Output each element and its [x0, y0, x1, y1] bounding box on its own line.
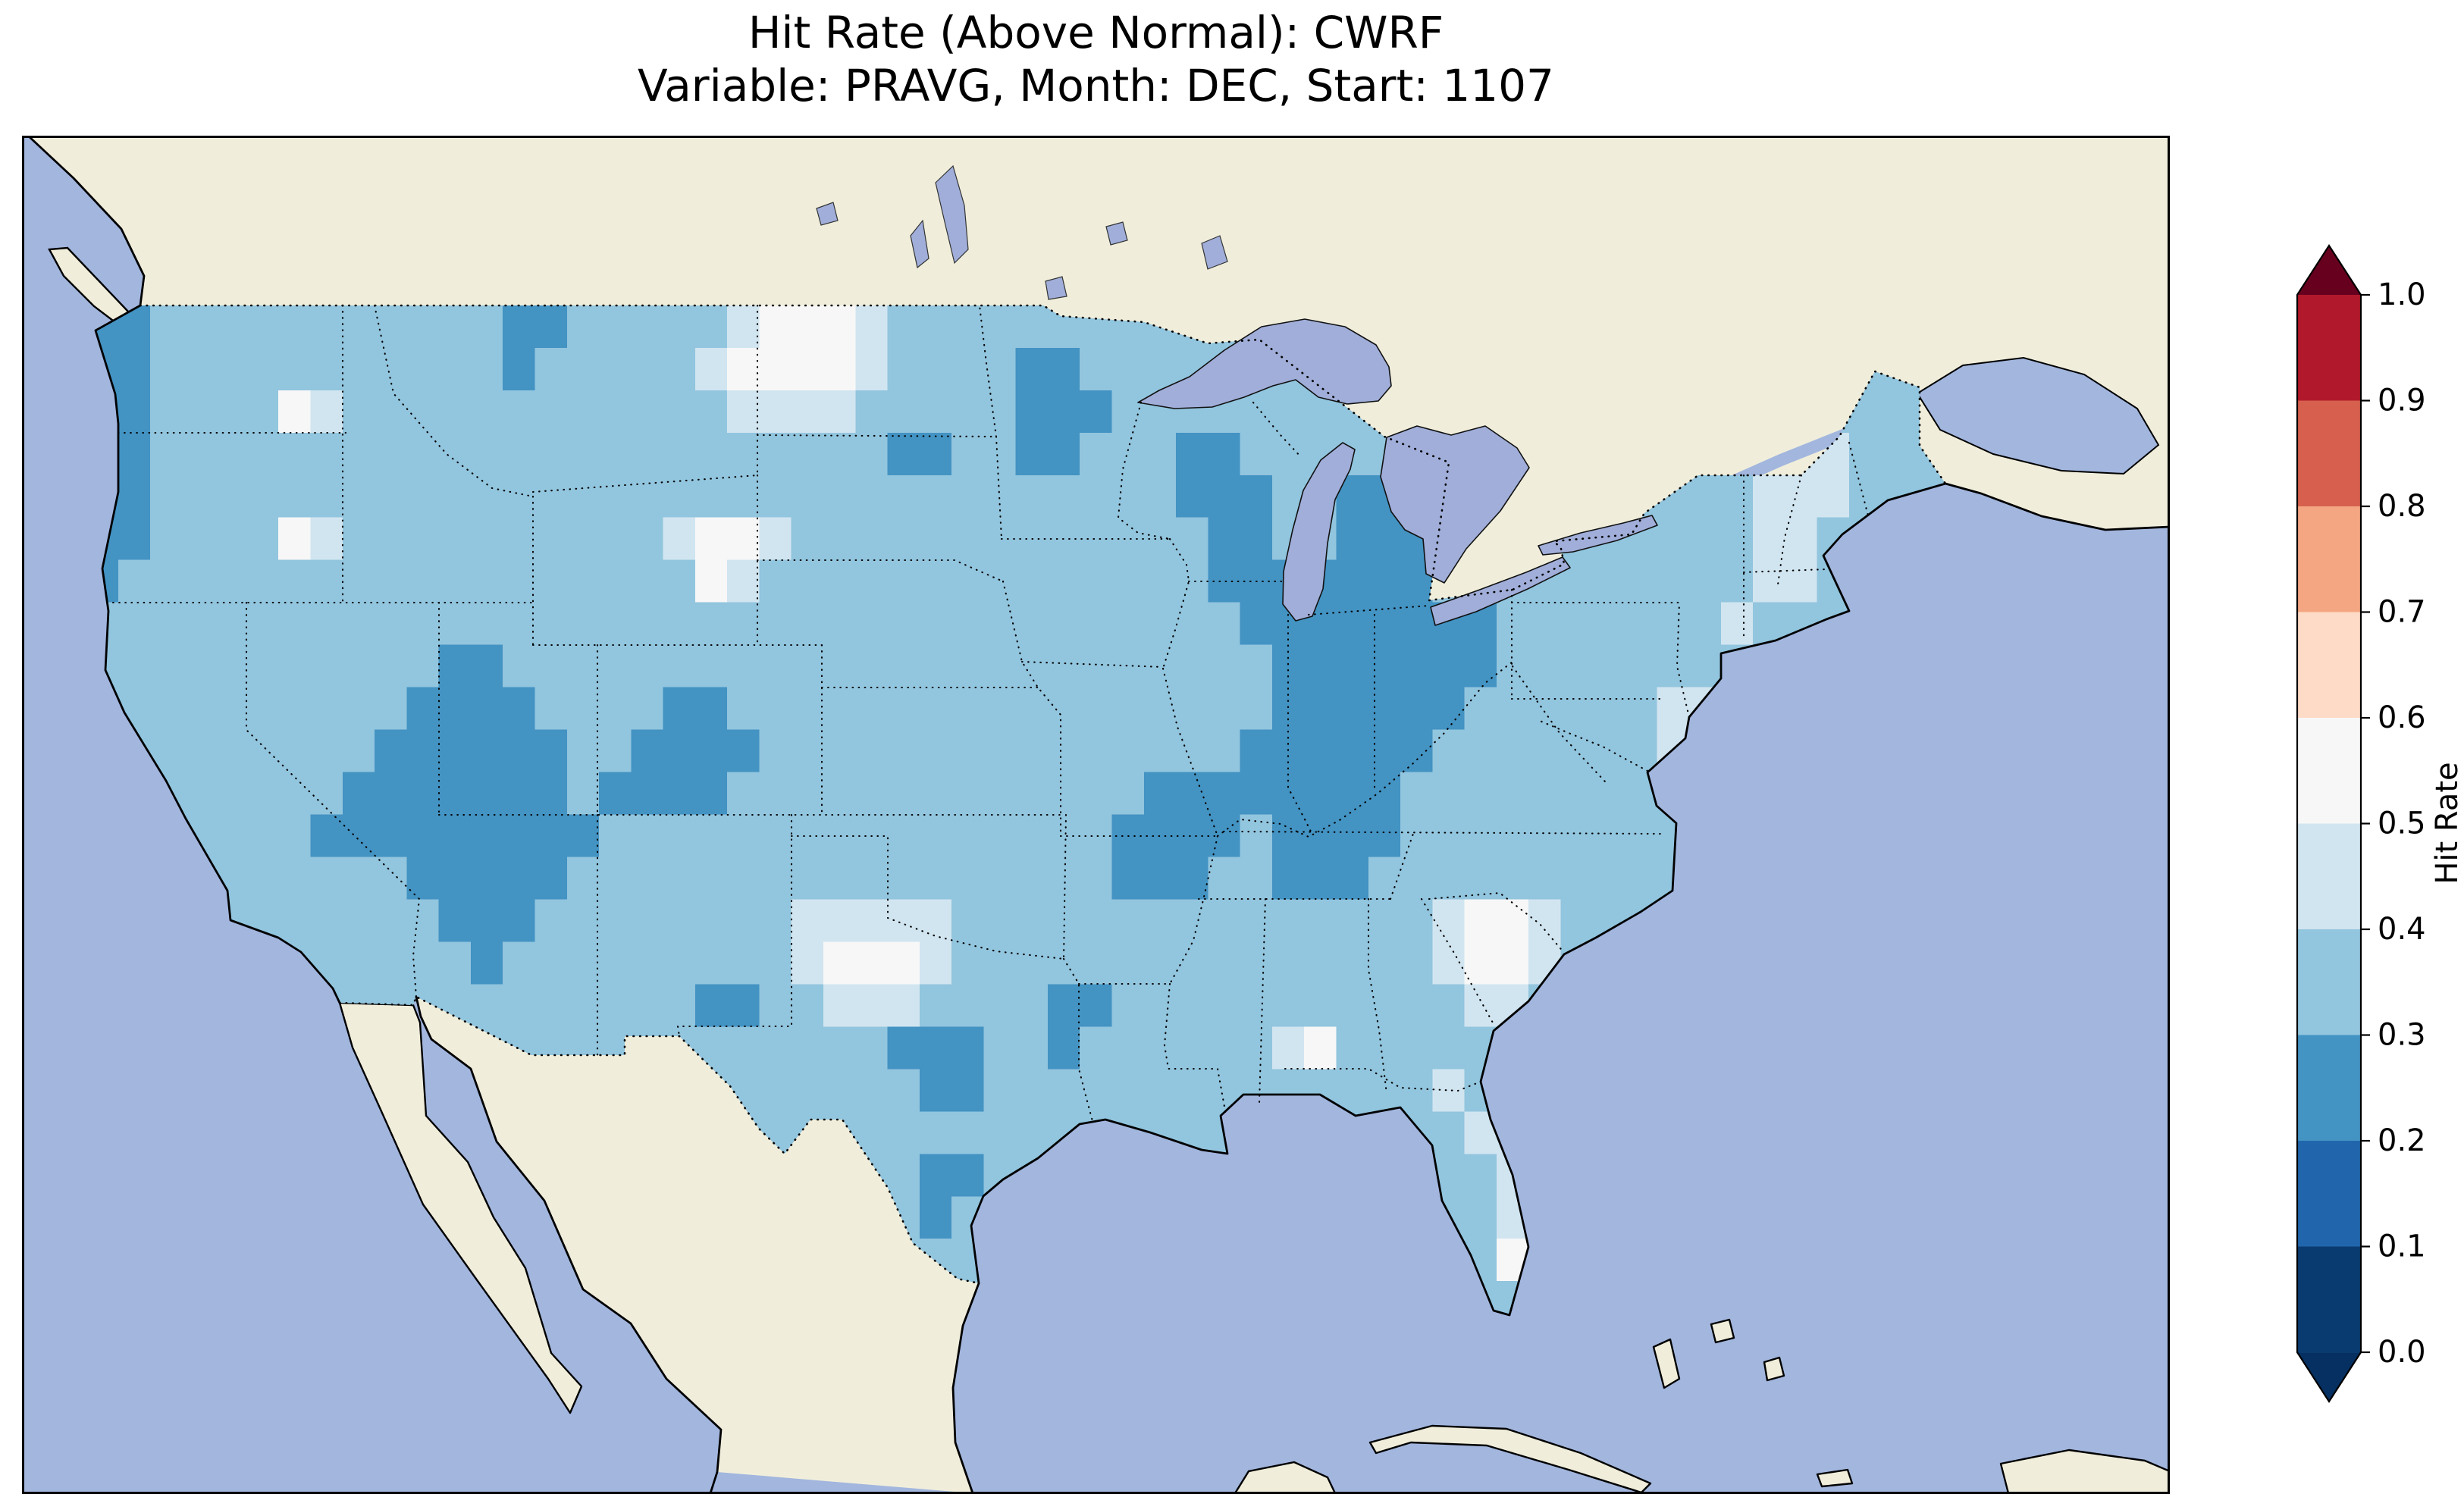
us-map-svg	[22, 136, 2170, 1494]
svg-text:0.5: 0.5	[2378, 807, 2426, 841]
figure-title-line1: Hit Rate (Above Normal): CWRF	[748, 7, 1444, 58]
colorbar-svg: 1.0 0.9 0.8 0.7 0.6 0.5 0.4 0.3 0.2 0.1 0.0	[2296, 243, 2426, 1404]
colorbar-label: Hit Rate	[2430, 762, 2464, 885]
svg-text:0.7: 0.7	[2378, 595, 2426, 630]
svg-text:0.0: 0.0	[2378, 1335, 2426, 1370]
svg-text:0.4: 0.4	[2378, 912, 2426, 947]
figure-title: Hit Rate (Above Normal): CWRF Variable: …	[22, 6, 2170, 112]
svg-text:0.9: 0.9	[2378, 384, 2426, 418]
svg-text:0.6: 0.6	[2378, 700, 2426, 735]
svg-text:1.0: 1.0	[2378, 277, 2426, 312]
svg-text:0.8: 0.8	[2378, 489, 2426, 524]
svg-text:0.2: 0.2	[2378, 1123, 2426, 1158]
figure-title-line2: Variable: PRAVG, Month: DEC, Start: 1107	[638, 60, 1554, 111]
svg-text:0.1: 0.1	[2378, 1229, 2426, 1264]
svg-text:0.3: 0.3	[2378, 1018, 2426, 1053]
